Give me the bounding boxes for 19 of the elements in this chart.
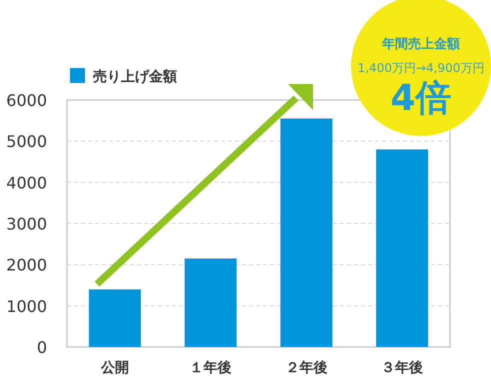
y-tick-label: 4000 bbox=[6, 173, 47, 192]
y-tick-label: 0 bbox=[36, 338, 47, 357]
x-tick-label: ３年後 bbox=[381, 360, 424, 376]
bar bbox=[184, 258, 237, 347]
x-tick-label: 公開 bbox=[100, 360, 129, 376]
legend-label: 売り上げ金額 bbox=[93, 68, 177, 85]
text: 1,400万円→4,900万円 bbox=[358, 61, 484, 75]
bar bbox=[376, 149, 428, 347]
x-tick-label: １年後 bbox=[190, 360, 232, 376]
bar bbox=[280, 118, 332, 347]
y-tick-label: 2000 bbox=[6, 256, 47, 275]
text: 年間売上金額 bbox=[381, 36, 460, 52]
annotation: 4倍 bbox=[390, 78, 452, 119]
y-tick-label: 1000 bbox=[6, 296, 47, 316]
y-tick-label: 5000 bbox=[6, 132, 47, 152]
y-tick-label: 6000 bbox=[6, 91, 47, 110]
y-tick-label: 3000 bbox=[6, 214, 47, 234]
x-tick-label: ２年後 bbox=[285, 360, 328, 376]
bar bbox=[88, 289, 141, 347]
